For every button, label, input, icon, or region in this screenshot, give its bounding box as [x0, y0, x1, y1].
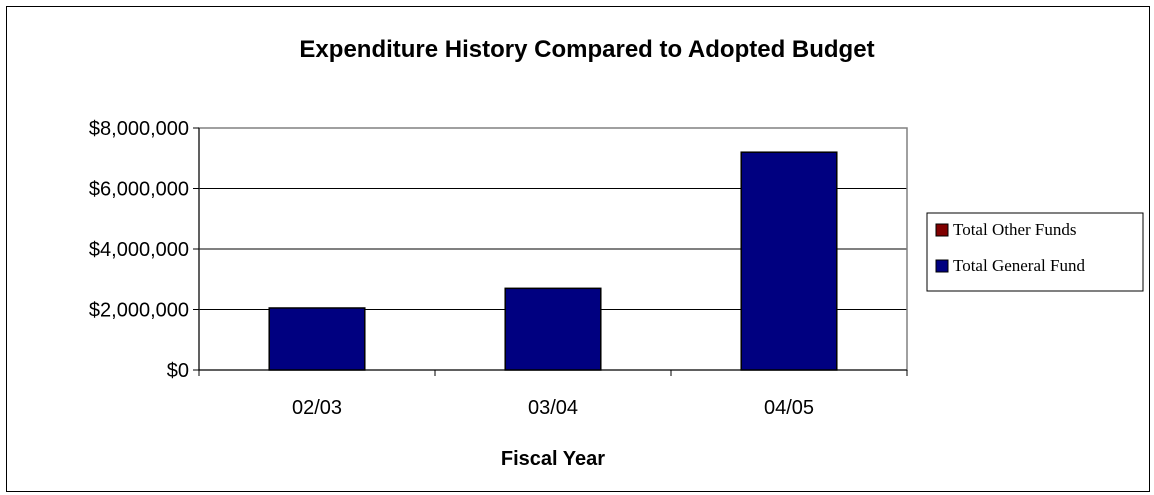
y-tick-label: $2,000,000 — [89, 300, 189, 322]
x-tick-label: 04/05 — [764, 397, 814, 419]
x-tick-label: 03/04 — [528, 397, 578, 419]
legend: Total Other Funds Total General Fund — [926, 212, 1144, 292]
bars — [268, 151, 838, 371]
bar-total-general-fund — [268, 307, 366, 371]
legend-box — [926, 212, 1144, 292]
x-tick-label: 02/03 — [292, 397, 342, 419]
legend-swatch — [935, 259, 949, 273]
y-tick-label: $4,000,000 — [89, 239, 189, 261]
legend-swatch — [935, 223, 949, 237]
legend-label: Total Other Funds — [953, 220, 1076, 239]
legend-label: Total General Fund — [953, 256, 1085, 275]
legend-items: Total Other Funds Total General Fund — [935, 220, 1085, 275]
bar-total-general-fund — [740, 151, 838, 371]
chart-title: Expenditure History Compared to Adopted … — [299, 36, 874, 63]
y-tick-label: $8,000,000 — [89, 118, 189, 140]
chart-frame — [6, 6, 1150, 492]
x-axis-title: Fiscal Year — [501, 448, 605, 470]
x-axis-ticks: 02/03 03/04 04/05 — [198, 370, 908, 419]
bar-total-general-fund — [504, 287, 602, 371]
y-axis-ticks: $0 $2,000,000 $4,000,000 $6,000,000 $8,000,0… — [89, 118, 199, 382]
y-tick-label: $6,000,000 — [89, 179, 189, 201]
y-tick-label: $0 — [167, 360, 189, 382]
